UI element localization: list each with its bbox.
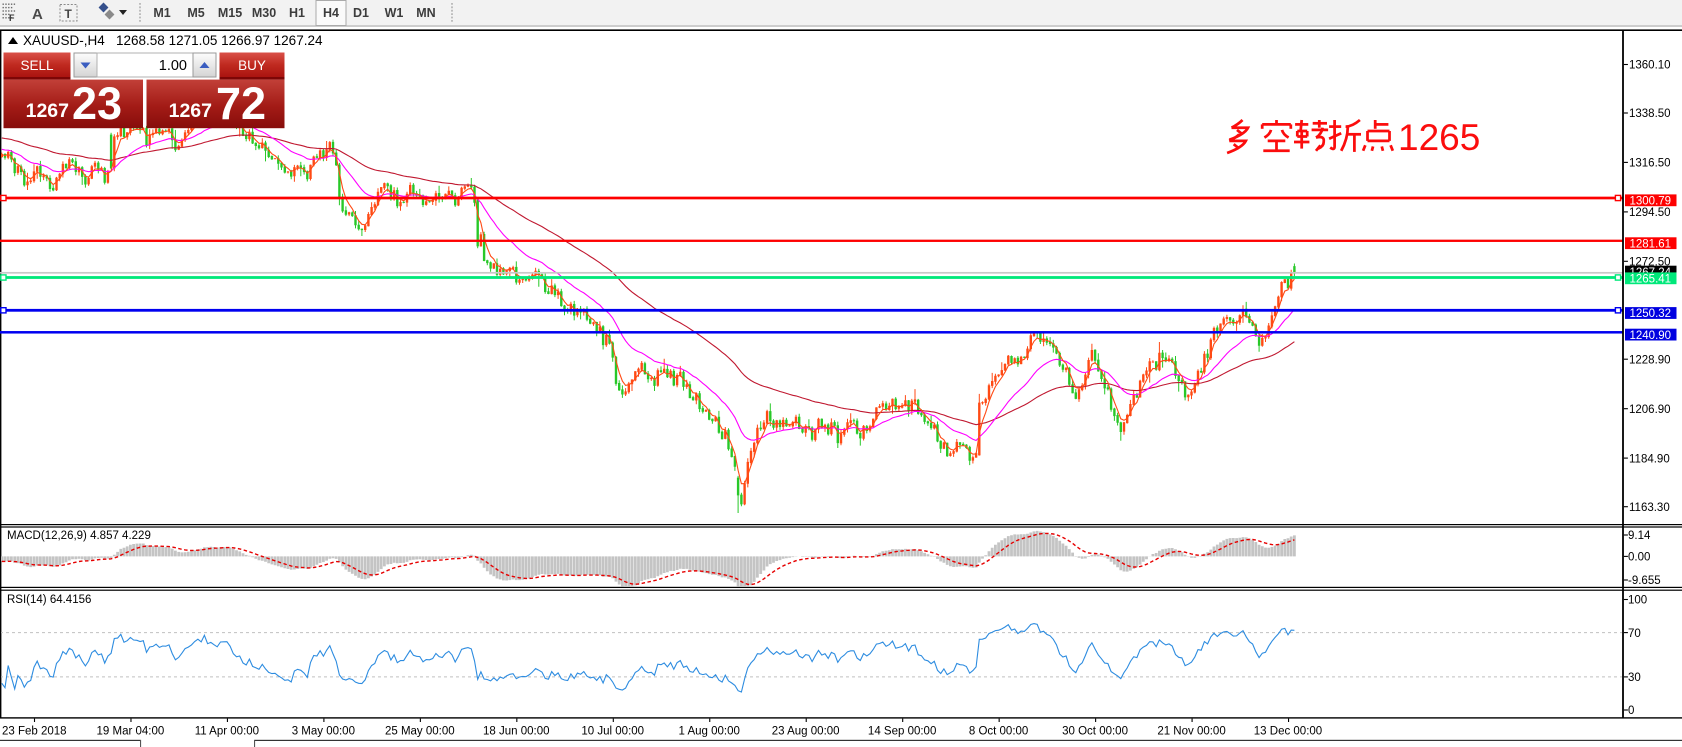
svg-text:A: A (32, 6, 43, 23)
svg-text:11 Apr 00:00: 11 Apr 00:00 (195, 726, 259, 738)
svg-text:MACD(12,26,9) 4.857 4.229: MACD(12,26,9) 4.857 4.229 (7, 530, 151, 542)
svg-text:1316.50: 1316.50 (1629, 158, 1671, 170)
svg-text:1240.90: 1240.90 (1630, 330, 1672, 342)
svg-text:BUY: BUY (238, 58, 266, 73)
svg-text:30 Oct 00:00: 30 Oct 00:00 (1062, 726, 1128, 738)
svg-text:1267: 1267 (26, 100, 69, 122)
svg-text:MN: MN (416, 6, 435, 20)
svg-text:9.14: 9.14 (1628, 530, 1651, 542)
svg-text:1163.30: 1163.30 (1629, 502, 1670, 514)
svg-text:M5: M5 (187, 6, 204, 20)
svg-text:1267: 1267 (169, 100, 212, 122)
svg-text:M1: M1 (153, 6, 170, 20)
svg-text:1.00: 1.00 (159, 58, 187, 74)
svg-text:1250.32: 1250.32 (1630, 308, 1672, 320)
svg-text:0.00: 0.00 (1628, 552, 1650, 564)
svg-text:21 Nov 00:00: 21 Nov 00:00 (1157, 726, 1225, 738)
svg-text:W1: W1 (385, 6, 404, 20)
svg-text:1294.50: 1294.50 (1629, 207, 1671, 219)
svg-text:14 Sep 00:00: 14 Sep 00:00 (868, 726, 936, 738)
svg-text:25 May 00:00: 25 May 00:00 (385, 726, 455, 738)
svg-text:-9.655: -9.655 (1628, 575, 1661, 587)
svg-text:70: 70 (1628, 628, 1641, 640)
svg-text:0: 0 (1628, 705, 1634, 717)
svg-text:72: 72 (216, 78, 266, 129)
svg-text:1281.61: 1281.61 (1630, 238, 1672, 250)
svg-text:D1: D1 (353, 6, 369, 20)
svg-text:8 Oct 00:00: 8 Oct 00:00 (969, 726, 1028, 738)
svg-text:100: 100 (1628, 595, 1647, 607)
svg-text:T: T (65, 7, 73, 21)
svg-text:18 Jun 00:00: 18 Jun 00:00 (483, 726, 550, 738)
svg-text:13 Dec 00:00: 13 Dec 00:00 (1254, 726, 1322, 738)
svg-text:F: F (9, 13, 15, 23)
svg-text:H4: H4 (323, 6, 339, 20)
svg-text:M30: M30 (252, 6, 276, 20)
svg-text:RSI(14) 64.4156: RSI(14) 64.4156 (7, 594, 91, 606)
svg-text:1184.90: 1184.90 (1629, 453, 1670, 465)
svg-text:10 Jul 00:00: 10 Jul 00:00 (581, 726, 644, 738)
svg-text:1360.10: 1360.10 (1629, 60, 1671, 72)
svg-text:19 Mar 04:00: 19 Mar 04:00 (97, 726, 165, 738)
svg-text:23: 23 (72, 78, 122, 129)
svg-text:1265.41: 1265.41 (1630, 274, 1672, 286)
svg-text:30: 30 (1628, 672, 1641, 684)
svg-text:1300.79: 1300.79 (1630, 196, 1672, 208)
svg-text:H1: H1 (289, 6, 305, 20)
svg-text:23 Feb 2018: 23 Feb 2018 (2, 726, 67, 738)
svg-text:XAUUSD-,H4 1268.58 1271.05 1: XAUUSD-,H4 1268.58 1271.05 1266.97 1267.… (23, 33, 323, 48)
svg-text:1 Aug 00:00: 1 Aug 00:00 (679, 726, 740, 738)
svg-text:M15: M15 (218, 6, 242, 20)
svg-text:1228.90: 1228.90 (1629, 354, 1671, 366)
svg-text:3 May 00:00: 3 May 00:00 (292, 726, 355, 738)
svg-text:1338.50: 1338.50 (1629, 108, 1671, 120)
svg-text:1265: 1265 (1398, 117, 1480, 158)
svg-text:1206.90: 1206.90 (1629, 404, 1671, 416)
svg-text:1272.50: 1272.50 (1629, 257, 1671, 269)
svg-text:SELL: SELL (20, 58, 54, 73)
svg-text:23 Aug 00:00: 23 Aug 00:00 (772, 726, 840, 738)
